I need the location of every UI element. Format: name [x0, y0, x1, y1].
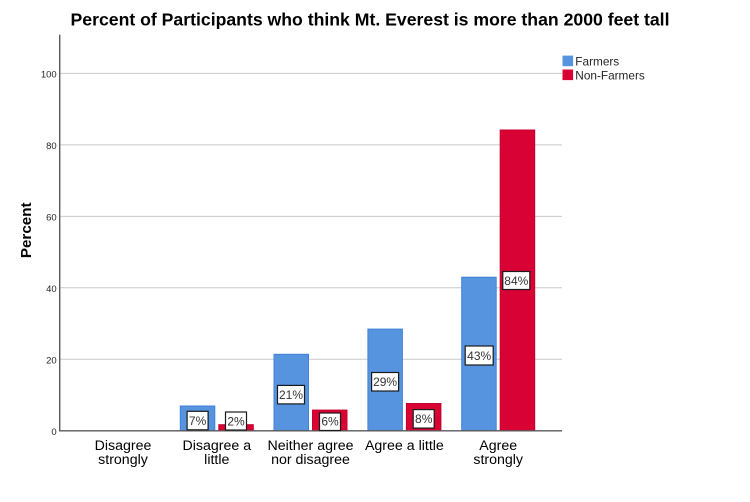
svg-text:40: 40 — [46, 284, 57, 295]
svg-text:7%: 7% — [189, 414, 207, 428]
svg-text:60: 60 — [46, 213, 57, 224]
svg-text:21%: 21% — [279, 388, 303, 402]
svg-text:0: 0 — [51, 427, 56, 438]
svg-text:Disagree a: Disagree a — [182, 438, 251, 454]
svg-text:Agree: Agree — [479, 438, 517, 454]
svg-text:Disagree: Disagree — [95, 438, 152, 454]
svg-text:nor disagree: nor disagree — [271, 452, 350, 468]
svg-text:Neither agree: Neither agree — [268, 438, 354, 454]
svg-text:Non-Farmers: Non-Farmers — [575, 68, 645, 82]
svg-text:80: 80 — [46, 141, 57, 152]
svg-text:2%: 2% — [227, 414, 245, 428]
svg-text:strongly: strongly — [473, 452, 524, 468]
svg-text:84%: 84% — [504, 274, 528, 288]
svg-text:8%: 8% — [415, 412, 433, 426]
svg-text:Percent: Percent — [18, 202, 35, 258]
svg-text:little: little — [204, 452, 229, 468]
svg-text:Farmers: Farmers — [575, 54, 619, 68]
svg-text:6%: 6% — [321, 415, 339, 429]
svg-text:Agree a little: Agree a little — [365, 438, 444, 454]
svg-text:strongly: strongly — [98, 452, 149, 468]
svg-text:43%: 43% — [467, 349, 491, 363]
svg-text:100: 100 — [41, 70, 57, 81]
svg-text:29%: 29% — [373, 375, 397, 389]
svg-text:20: 20 — [46, 356, 57, 367]
svg-text:Percent of Participants who th: Percent of Participants who think Mt. Ev… — [71, 10, 670, 30]
